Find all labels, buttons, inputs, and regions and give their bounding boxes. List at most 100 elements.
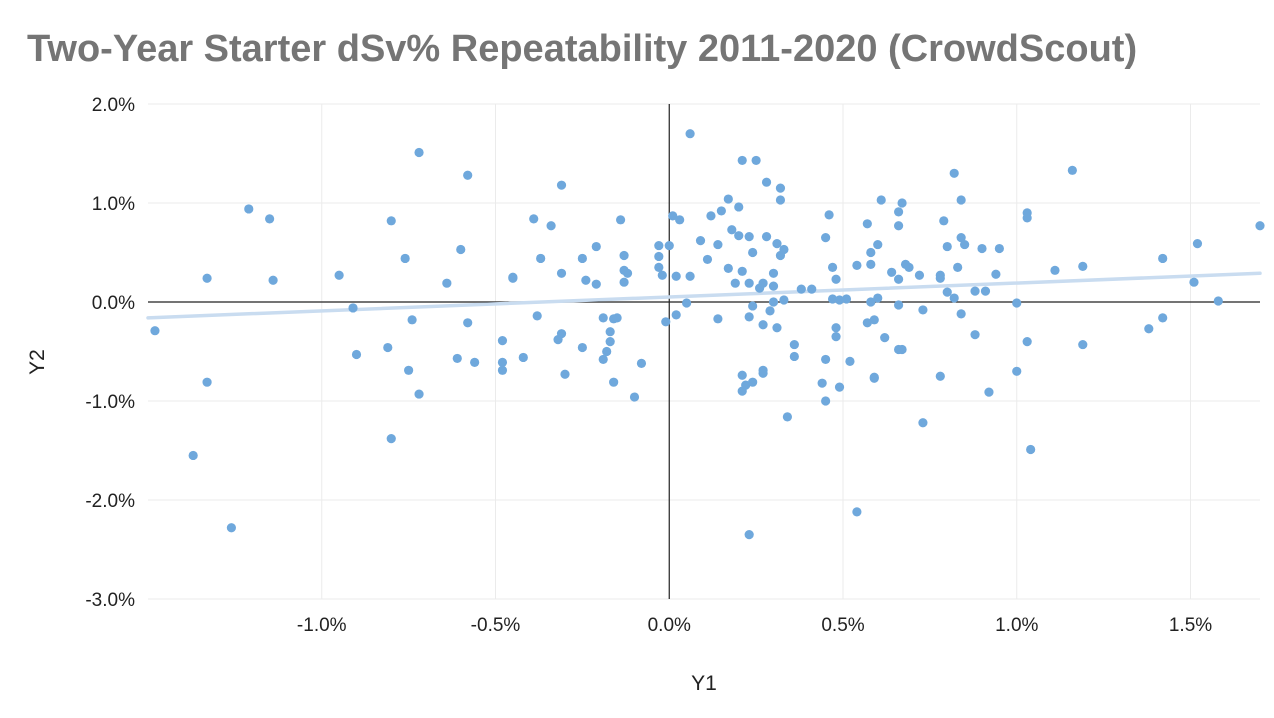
data-point bbox=[914, 270, 925, 280]
data-point bbox=[831, 274, 841, 284]
data-point bbox=[1158, 313, 1168, 323]
y-tick-label: 2.0% bbox=[92, 95, 135, 116]
data-point bbox=[226, 523, 236, 533]
data-point bbox=[518, 352, 528, 363]
data-point bbox=[821, 233, 831, 243]
data-point bbox=[602, 346, 612, 357]
data-point bbox=[935, 371, 945, 381]
grid-lines bbox=[148, 103, 1260, 600]
data-point bbox=[407, 315, 417, 325]
data-point bbox=[244, 204, 254, 214]
data-point bbox=[695, 236, 706, 246]
data-point bbox=[744, 312, 754, 322]
data-point bbox=[675, 215, 685, 225]
data-point bbox=[452, 353, 462, 364]
data-point bbox=[737, 370, 747, 380]
data-point bbox=[671, 310, 681, 320]
data-point bbox=[202, 273, 212, 283]
y-tick-label: -1.0% bbox=[85, 392, 135, 413]
data-point bbox=[831, 332, 841, 342]
x-tick-label: 0.5% bbox=[821, 615, 864, 636]
data-point bbox=[821, 354, 831, 365]
data-point bbox=[497, 357, 508, 367]
data-point bbox=[591, 279, 601, 289]
y-tick-label: -3.0% bbox=[85, 590, 135, 611]
data-point bbox=[977, 243, 987, 254]
data-point bbox=[268, 275, 278, 285]
data-point bbox=[779, 244, 789, 255]
data-point bbox=[685, 129, 695, 139]
data-point bbox=[827, 262, 838, 272]
data-point bbox=[1012, 366, 1022, 376]
data-point bbox=[619, 250, 629, 261]
data-point bbox=[834, 382, 845, 392]
data-point bbox=[956, 233, 966, 243]
data-point bbox=[605, 337, 615, 347]
data-point bbox=[887, 267, 897, 277]
y-tick-label: 1.0% bbox=[92, 194, 135, 215]
data-point bbox=[609, 377, 619, 387]
data-point bbox=[758, 365, 768, 375]
data-point bbox=[862, 219, 872, 229]
data-point bbox=[880, 333, 890, 343]
data-point bbox=[789, 351, 799, 362]
data-point bbox=[834, 295, 845, 305]
data-point bbox=[657, 270, 667, 280]
data-point bbox=[768, 268, 779, 278]
data-point bbox=[661, 317, 671, 327]
data-point bbox=[772, 238, 782, 249]
data-point bbox=[789, 339, 799, 350]
data-point bbox=[827, 294, 838, 304]
data-point bbox=[852, 507, 862, 517]
data-point bbox=[616, 215, 626, 225]
data-point bbox=[713, 314, 723, 324]
data-point bbox=[734, 231, 744, 241]
data-point bbox=[1050, 265, 1060, 275]
data-point bbox=[775, 183, 786, 193]
data-point bbox=[1078, 261, 1088, 271]
data-point bbox=[414, 147, 424, 158]
data-point bbox=[949, 168, 959, 178]
data-point bbox=[869, 315, 879, 325]
data-point bbox=[894, 300, 904, 310]
data-point bbox=[956, 195, 966, 205]
data-point bbox=[622, 268, 633, 278]
data-point bbox=[758, 320, 768, 330]
tick-labels: 2.0% 1.0% 0.0% -1.0% -2.0% -3.0% -1.0% -0.5% 0.0… bbox=[85, 95, 1212, 636]
data-point bbox=[577, 342, 587, 353]
data-point bbox=[956, 309, 966, 319]
axis-lines bbox=[148, 104, 1260, 599]
data-point bbox=[994, 243, 1004, 254]
data-point bbox=[1078, 339, 1088, 350]
x-axis-title: Y1 bbox=[691, 672, 717, 695]
data-point bbox=[1158, 253, 1168, 264]
data-point bbox=[581, 275, 591, 285]
data-point bbox=[862, 318, 872, 328]
data-point bbox=[536, 253, 546, 264]
data-point bbox=[782, 412, 793, 422]
data-point bbox=[654, 251, 664, 262]
data-point bbox=[866, 297, 876, 307]
data-point bbox=[1255, 221, 1265, 231]
data-point bbox=[1067, 165, 1077, 175]
data-point bbox=[456, 244, 466, 255]
data-point bbox=[984, 387, 994, 397]
x-tick-label: 1.5% bbox=[1169, 615, 1212, 636]
x-tick-label: 1.0% bbox=[995, 615, 1038, 636]
data-point bbox=[744, 278, 754, 288]
data-point bbox=[1022, 213, 1032, 223]
data-point bbox=[807, 284, 817, 294]
data-point bbox=[953, 262, 963, 272]
data-point bbox=[775, 195, 786, 205]
data-point bbox=[897, 198, 907, 208]
data-point bbox=[685, 271, 695, 281]
data-point bbox=[556, 329, 567, 339]
data-point bbox=[497, 365, 508, 375]
data-point bbox=[734, 202, 744, 212]
data-point bbox=[508, 272, 518, 282]
data-point bbox=[702, 254, 713, 265]
data-point bbox=[1189, 277, 1199, 287]
data-point bbox=[351, 349, 362, 360]
data-point bbox=[682, 298, 692, 308]
data-point bbox=[748, 301, 758, 311]
